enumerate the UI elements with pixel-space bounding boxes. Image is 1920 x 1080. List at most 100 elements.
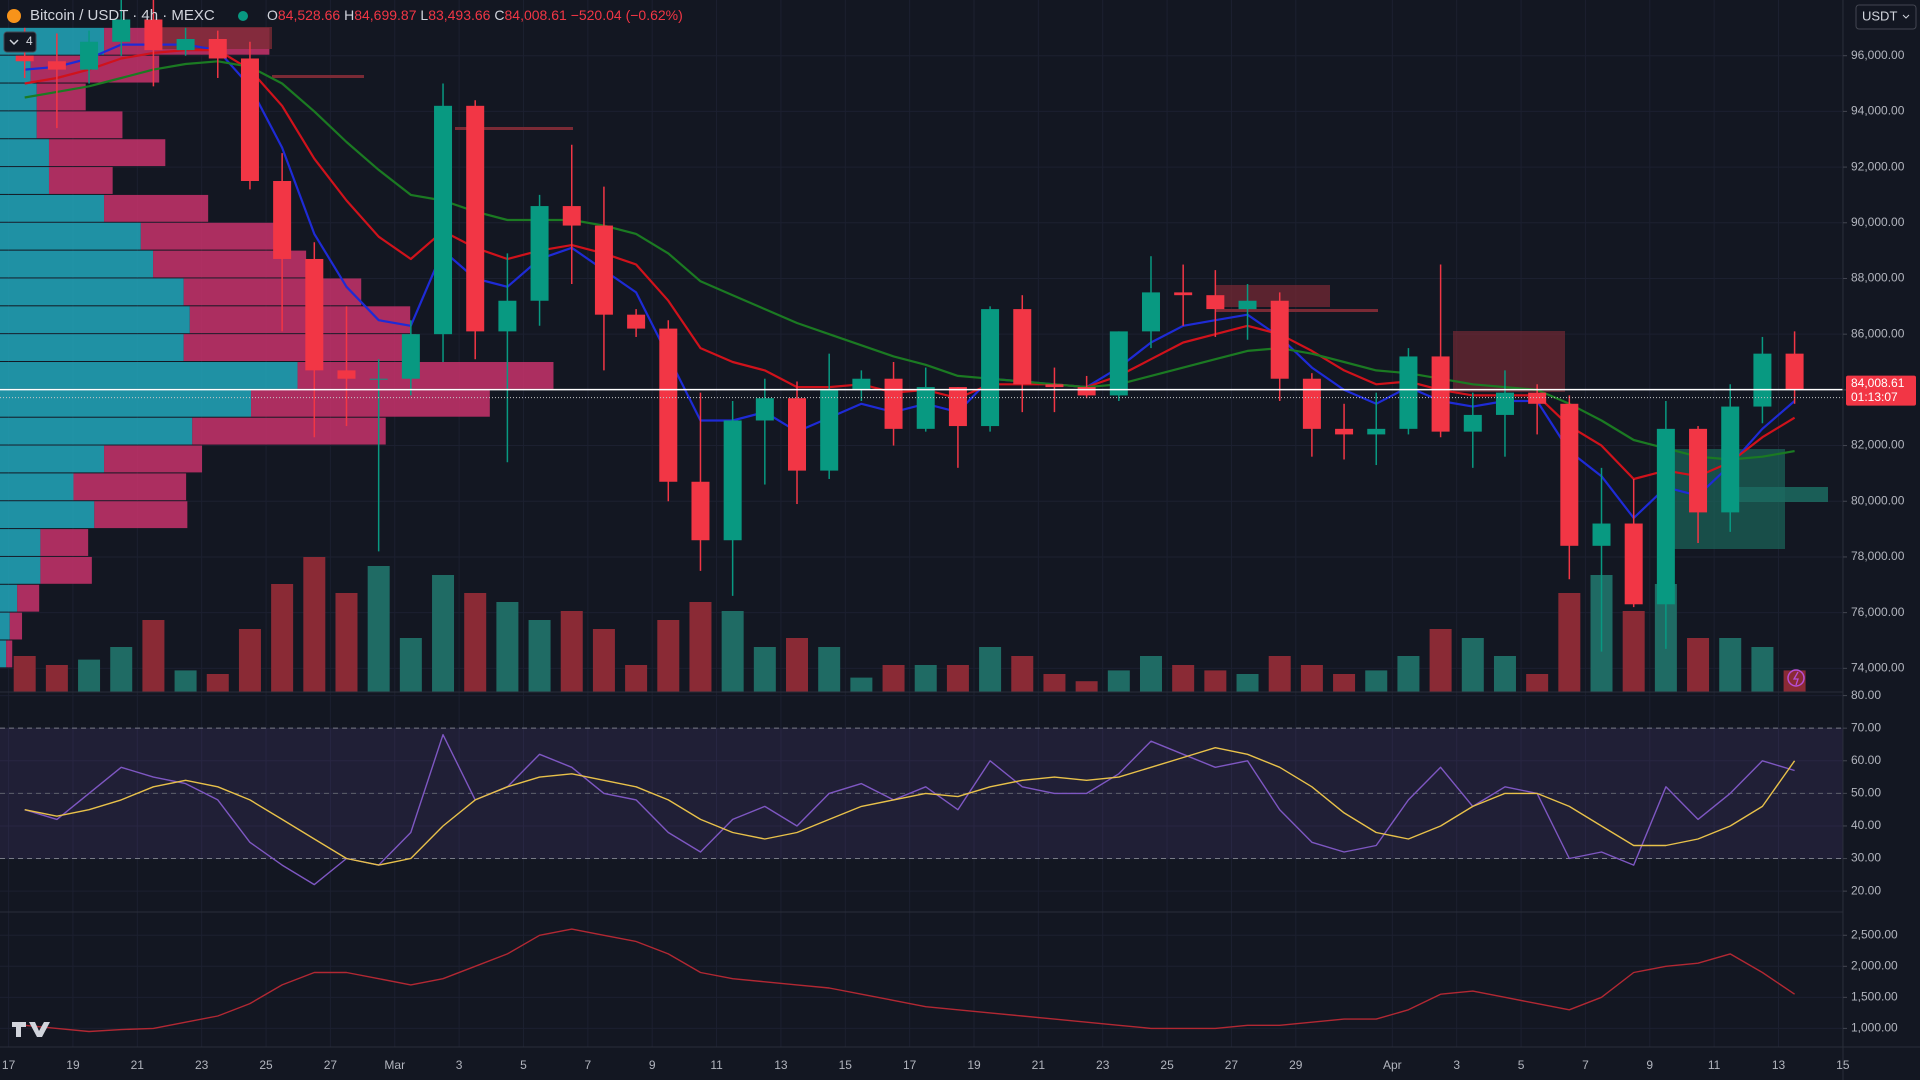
y-tick-label: 2,500.00 — [1851, 927, 1898, 941]
x-tick-label: 21 — [1032, 1058, 1046, 1072]
indicator-toggle[interactable] — [3, 31, 37, 53]
volume-profile — [0, 27, 554, 668]
ohlc-key: C — [494, 7, 504, 23]
candle-body — [530, 206, 549, 301]
zone — [1453, 331, 1565, 392]
volume-bar — [1043, 674, 1066, 692]
x-tick-label: 19 — [967, 1058, 981, 1072]
profile-up — [0, 445, 105, 473]
volume-bar — [142, 620, 165, 692]
candle-body — [1431, 356, 1450, 432]
volume-bar — [432, 575, 455, 692]
x-tick-label: 25 — [1160, 1058, 1174, 1072]
volume-bar — [1011, 656, 1034, 692]
indicator-count: 4 — [26, 34, 33, 48]
x-tick-label: 5 — [520, 1058, 527, 1072]
candle-body — [981, 309, 1000, 427]
x-tick-label: 11 — [710, 1058, 723, 1072]
currency-button[interactable] — [1855, 4, 1917, 30]
profile-up — [0, 417, 193, 445]
candle-body — [1270, 300, 1289, 379]
zone — [272, 75, 364, 78]
ohlc-key: L — [420, 7, 428, 23]
candle-body — [1785, 353, 1804, 390]
volume-bar — [367, 566, 390, 692]
volume-bar — [979, 647, 1002, 692]
candle-body — [240, 58, 259, 182]
volume-bar — [1493, 656, 1516, 692]
currency: USDT — [1862, 8, 1897, 23]
profile-up — [0, 556, 41, 584]
y-tick-label: 40.00 — [1851, 818, 1881, 832]
candle-body — [273, 181, 292, 259]
candle-body — [208, 38, 227, 59]
rsi-pane — [0, 727, 1843, 886]
candle-body — [1109, 331, 1128, 396]
profile-down — [36, 111, 123, 139]
candle-body — [1238, 300, 1257, 310]
ohlc-value: 84,528.66 — [278, 7, 340, 23]
volume-bar — [13, 656, 36, 692]
candle-body — [144, 19, 163, 51]
logo — [12, 1022, 50, 1037]
candle-body — [466, 105, 485, 332]
x-tick-label: 17 — [2, 1058, 16, 1072]
x-tick-label: 9 — [1646, 1058, 1653, 1072]
volume-bar — [914, 665, 937, 692]
price-pane — [0, 0, 1843, 692]
profile-down — [183, 278, 362, 306]
y-tick-label: 78,000.00 — [1851, 549, 1905, 563]
profile-down — [9, 612, 23, 640]
y-tick-label: 80,000.00 — [1851, 493, 1905, 507]
volume-bar — [689, 602, 712, 692]
ohlc-value: 84,008.61 — [505, 7, 567, 23]
volume-bar — [1107, 670, 1130, 692]
chevron — [9, 39, 19, 46]
volume-bar — [1172, 665, 1195, 692]
candle-body — [1721, 406, 1740, 513]
ohlc-value: 83,493.66 — [428, 7, 490, 23]
candle-body — [1367, 428, 1386, 435]
profile-down — [40, 529, 89, 556]
zone — [1215, 309, 1378, 312]
volume-bar — [1268, 656, 1291, 692]
y-tick-label: 30.00 — [1851, 851, 1881, 865]
volume-bar — [753, 647, 776, 692]
volume-bar — [1204, 670, 1227, 692]
x-tick-label: 7 — [584, 1058, 591, 1072]
profile-up — [0, 222, 141, 250]
profile-up — [0, 612, 10, 640]
candle-body — [1656, 428, 1675, 605]
x-tick-label: 17 — [903, 1058, 917, 1072]
candle-body — [1560, 403, 1579, 546]
alert-icon[interactable] — [1787, 669, 1805, 687]
x-tick-label: 7 — [1582, 1058, 1589, 1072]
x-tick-label: 23 — [195, 1058, 209, 1072]
ohlc: O84,528.66 H84,699.87 L83,493.66 C84,008… — [267, 7, 683, 23]
candle-body — [1174, 292, 1193, 296]
candle-body — [723, 420, 742, 541]
y-tick-label: 80.00 — [1851, 688, 1881, 702]
candle-body — [852, 378, 871, 390]
indicator-pane — [24, 928, 1795, 1033]
volume-bar — [1751, 647, 1774, 692]
volume-bar — [174, 670, 197, 692]
candle-body — [1399, 356, 1418, 429]
candle-body — [176, 38, 195, 51]
x-tick-label: 27 — [1225, 1058, 1239, 1072]
profile-down — [140, 222, 288, 250]
volume-bar — [238, 629, 261, 692]
x-tick-label: 3 — [456, 1058, 463, 1072]
x-tick-label: Apr — [1383, 1058, 1402, 1072]
x-tick-label: 11 — [1708, 1058, 1721, 1072]
candle-body — [1624, 523, 1643, 605]
profile-down — [6, 640, 13, 668]
profile-down — [189, 306, 411, 334]
price-label: 84,008.61 — [1851, 376, 1905, 390]
profile-down — [192, 417, 386, 445]
grid-layer — [0, 0, 1844, 1047]
y-tick-label: 94,000.00 — [1851, 104, 1905, 118]
profile-down — [48, 167, 113, 194]
